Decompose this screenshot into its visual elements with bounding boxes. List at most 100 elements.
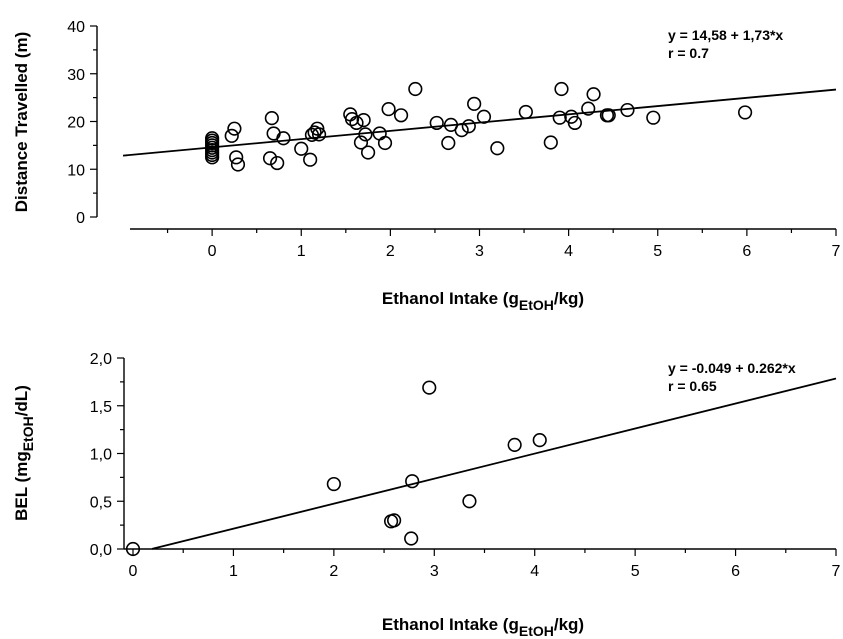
data-point (229, 150, 244, 165)
data-point (266, 126, 281, 141)
y-tick-label: 20 (67, 115, 85, 132)
data-point (454, 122, 469, 138)
data-point (125, 541, 141, 557)
data-point (326, 476, 341, 492)
bottom-regression-line (151, 377, 837, 550)
x-tick-label: 5 (631, 563, 640, 580)
data-point (276, 131, 291, 146)
data-point (356, 112, 371, 128)
x-tick-label: 3 (475, 243, 484, 260)
data-point (377, 135, 393, 151)
top-y-axis-title: Distance Travelled (m) (12, 32, 31, 212)
x-tick-label: 3 (430, 563, 439, 580)
x-tick-label: 4 (530, 563, 539, 580)
data-point (620, 102, 635, 118)
top-points (205, 81, 753, 172)
data-point (224, 128, 239, 143)
data-point (552, 110, 567, 125)
data-point (387, 513, 402, 528)
data-point (393, 108, 409, 123)
data-point (461, 119, 476, 134)
data-point (349, 115, 364, 131)
y-tick-label: 40 (67, 19, 85, 36)
bottom-points (125, 380, 547, 557)
data-point (601, 108, 616, 123)
y-tick-label: 1,0 (90, 447, 112, 464)
bottom-y-axis-title-sub: EtOH (20, 416, 36, 451)
data-point (264, 111, 279, 126)
data-point (532, 433, 547, 448)
x-tick-label: 7 (832, 243, 841, 260)
data-point (353, 135, 369, 150)
bottom-x-axis-title-end: /kg) (554, 615, 584, 634)
data-point (270, 155, 285, 171)
data-point (476, 109, 492, 124)
top-x-axis-title-sub: EtOH (519, 297, 554, 313)
x-tick-label: 1 (229, 563, 238, 580)
data-point (227, 121, 242, 136)
bottom-equation: y = -0.049 + 0.262*x (668, 360, 796, 376)
bel-chart: 0,0 0,5 1,0 1,5 2,0 0 1 2 3 4 5 6 7 y = -0.049 + 0.2… (12, 351, 841, 639)
top-ticks: 0 10 20 30 40 0 1 2 3 4 5 6 7 (67, 19, 840, 260)
data-point (404, 531, 419, 546)
x-tick-label: 2 (386, 243, 395, 260)
bottom-y-axis-title-main: BEL (mg (12, 451, 31, 521)
data-point (441, 135, 456, 151)
top-r-value: r = 0.7 (668, 45, 709, 61)
data-point (230, 157, 246, 172)
data-point (462, 494, 477, 509)
x-tick-label: 0 (129, 563, 138, 580)
data-point (467, 96, 482, 111)
data-point (586, 87, 601, 102)
data-point (381, 101, 396, 117)
y-tick-label: 0 (76, 210, 85, 227)
data-point (408, 81, 423, 97)
y-tick-label: 0,0 (90, 542, 112, 559)
bottom-x-axis-title-sub: EtOH (519, 623, 554, 639)
x-tick-label: 6 (742, 243, 751, 260)
data-point (518, 104, 533, 120)
data-point (311, 127, 327, 142)
data-point (360, 145, 376, 160)
data-point (581, 101, 596, 116)
distance-chart: 0 10 20 30 40 0 1 2 3 4 5 6 7 y = 14,58 + 1,73*x r =… (12, 19, 841, 313)
bottom-x-axis-title: Ethanol Intake (gEtOH/kg) (382, 615, 584, 639)
x-tick-label: 6 (731, 563, 740, 580)
data-point (429, 115, 444, 131)
bottom-x-axis-title-main: Ethanol Intake (g (382, 615, 519, 634)
bottom-ticks: 0,0 0,5 1,0 1,5 2,0 0 1 2 3 4 5 6 7 (90, 351, 841, 580)
data-point (737, 105, 753, 120)
data-point (358, 127, 373, 142)
x-tick-label: 7 (832, 563, 841, 580)
data-point (490, 141, 505, 156)
data-point (294, 141, 309, 156)
bottom-y-axis-title: BEL (mgEtOH/dL) (12, 385, 36, 521)
x-tick-label: 2 (329, 563, 338, 580)
data-point (543, 135, 558, 150)
data-point (554, 81, 569, 97)
x-tick-label: 4 (564, 243, 573, 260)
data-point (422, 380, 437, 395)
data-point (310, 121, 325, 136)
data-point (344, 112, 360, 127)
data-point (646, 110, 661, 125)
data-point (507, 437, 522, 453)
y-tick-label: 30 (67, 67, 85, 84)
bottom-r-value: r = 0.65 (668, 378, 717, 394)
y-tick-label: 2,0 (90, 351, 112, 368)
x-tick-label: 5 (653, 243, 662, 260)
x-tick-label: 1 (297, 243, 306, 260)
y-tick-label: 10 (67, 162, 85, 179)
top-x-axis-title-end: /kg) (554, 289, 584, 308)
y-tick-label: 1,5 (90, 399, 112, 416)
x-tick-label: 0 (208, 243, 217, 260)
top-equation: y = 14,58 + 1,73*x (668, 27, 783, 43)
data-point (405, 474, 420, 489)
y-tick-label: 0,5 (90, 494, 112, 511)
top-x-axis-title: Ethanol Intake (gEtOH/kg) (382, 289, 584, 313)
data-point (372, 126, 387, 141)
data-point (205, 131, 220, 146)
data-point (303, 152, 318, 167)
data-point (567, 115, 582, 131)
